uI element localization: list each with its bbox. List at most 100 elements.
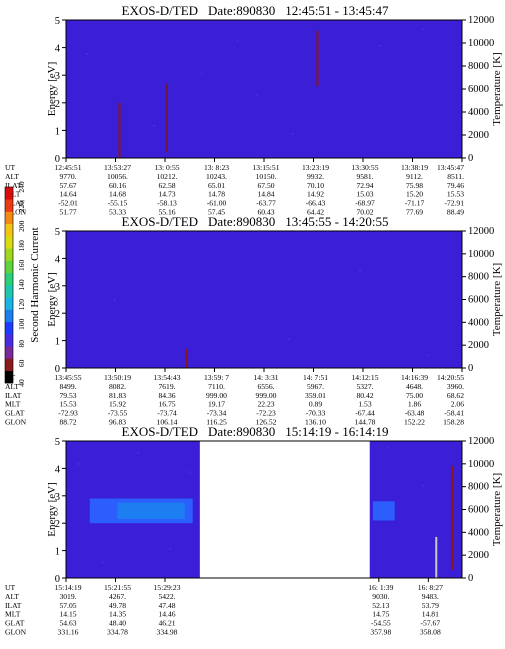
intensity-speck [256, 94, 259, 97]
orbit-cell: 13:15:51 [252, 163, 279, 172]
orbit-cell: -63.77 [256, 199, 276, 208]
panel-title: EXOS-D/TED Date:890830 13:45:55 - 14:20:55 [122, 214, 389, 229]
orbit-row-label: MLT [5, 400, 21, 409]
intensity-speck [200, 72, 203, 75]
orbit-cell: -52.01 [58, 199, 78, 208]
y-tick-label: 4 [55, 44, 61, 55]
orbit-cell: 144.78 [355, 418, 376, 427]
orbit-cell: 4267. [109, 592, 126, 601]
orbit-cell: 57.45 [208, 208, 225, 217]
orbit-cell: 14.68 [109, 190, 126, 199]
orbit-cell: 96.83 [109, 418, 126, 427]
orbit-cell: 70.02 [356, 208, 373, 217]
intensity-speck [188, 471, 191, 474]
intensity-speck [426, 354, 429, 357]
y2-tick-label: 10000 [468, 38, 494, 49]
orbit-cell: 334.98 [157, 628, 178, 637]
y2-tick-label: 4000 [468, 317, 489, 328]
y-tick-label: 0 [55, 574, 60, 585]
orbit-row-label: GLON [5, 208, 27, 217]
y2-axis-label: Temperature [K] [491, 263, 503, 336]
spectrogram-background [66, 231, 462, 368]
orbit-row-label: ILAT [5, 391, 22, 400]
orbit-cell: -72.93 [58, 409, 78, 418]
intensity-band [117, 502, 185, 520]
y2-tick-label: 0 [468, 153, 473, 164]
orbit-cell: 14.73 [158, 190, 175, 199]
orbit-row-label: GLAT [5, 619, 25, 628]
orbit-cell: 16: 8:27 [418, 583, 443, 592]
orbit-cell: -72.91 [444, 199, 464, 208]
orbit-row-label: ILAT [5, 181, 22, 190]
orbit-cell: 158.28 [443, 418, 464, 427]
intensity-speck [422, 28, 425, 31]
orbit-cell: -54.55 [371, 619, 391, 628]
orbit-cell: 46.21 [158, 619, 175, 628]
orbit-cell: 331.16 [58, 628, 79, 637]
panel-title: EXOS-D/TED Date:890830 12:45:51 - 13:45:47 [122, 3, 389, 18]
orbit-row-label: GLON [5, 628, 27, 637]
orbit-cell: 13:38:19 [401, 163, 428, 172]
orbit-cell: -73.55 [108, 409, 128, 418]
y-tick-label: 2 [55, 99, 60, 110]
orbit-cell: 15.53 [59, 400, 76, 409]
orbit-row-label: GLAT [5, 199, 25, 208]
orbit-cell: 116.25 [206, 418, 227, 427]
panel-2: EXOS-D/TED Date:890830 13:45:55 - 14:20:55… [5, 214, 503, 427]
orbit-cell: 10243. [206, 172, 227, 181]
y2-tick-label: 10000 [468, 249, 494, 260]
colorbar-tick-label: 40 [17, 379, 26, 387]
orbit-cell: 9932. [307, 172, 324, 181]
orbit-row-label: ALT [5, 382, 19, 391]
colorbar-segment [5, 309, 13, 323]
title-instrument: EXOS-D/TED [122, 3, 199, 18]
colorbar-tick-label: 180 [17, 240, 26, 252]
orbit-cell: 57.05 [59, 601, 76, 610]
y2-tick-label: 10000 [468, 459, 494, 470]
orbit-cell: 19.17 [208, 400, 225, 409]
orbit-cell: 999.00 [256, 391, 277, 400]
intensity-speck [386, 446, 389, 449]
intensity-band [372, 501, 395, 521]
title-date: Date:890830 [208, 3, 275, 18]
orbit-cell: 3960. [447, 382, 464, 391]
y-axis-label: Energy [eV] [46, 482, 58, 536]
orbit-cell: 1.53 [358, 400, 371, 409]
orbit-cell: 79.46 [447, 181, 464, 190]
orbit-cell: 88.72 [59, 418, 76, 427]
orbit-cell: -73.74 [157, 409, 177, 418]
intensity-speck [137, 451, 140, 454]
orbit-cell: 9112. [406, 172, 423, 181]
colorbar-segment [5, 211, 13, 225]
y-tick-label: 1 [55, 547, 60, 558]
colorbar-tick-label: 200 [17, 220, 26, 232]
y2-tick-label: 0 [468, 363, 473, 374]
y2-tick-label: 0 [468, 573, 473, 584]
intensity-speck [77, 462, 80, 465]
orbit-cell: 54.63 [59, 619, 76, 628]
intensity-speck [236, 39, 239, 42]
orbit-cell: 14.92 [307, 190, 324, 199]
orbit-cell: 14: 3:31 [253, 373, 278, 382]
intensity-speck [85, 53, 88, 56]
orbit-cell: 13:54:43 [153, 373, 180, 382]
orbit-cell: 60.43 [257, 208, 274, 217]
y-tick-label: 2 [55, 309, 60, 320]
orbit-cell: 14.64 [59, 190, 76, 199]
y2-tick-label: 4000 [468, 527, 489, 538]
y2-tick-label: 2000 [468, 550, 489, 561]
intensity-speck [359, 269, 362, 272]
orbit-cell: 15:29:23 [153, 583, 180, 592]
y-tick-label: 1 [55, 337, 60, 348]
y2-tick-label: 8000 [468, 61, 489, 72]
orbit-cell: 5422. [158, 592, 175, 601]
spectrogram-background [66, 20, 462, 158]
orbit-cell: 13:45:55 [54, 373, 81, 382]
orbit-cell: 88.49 [447, 208, 464, 217]
intensity-speck [168, 547, 171, 550]
orbit-cell: 1.86 [408, 400, 421, 409]
colorbar-segment [5, 346, 13, 359]
orbit-cell: 75.98 [406, 181, 423, 190]
orbit-cell: 49.78 [109, 601, 126, 610]
orbit-row-label: UT [5, 583, 15, 592]
